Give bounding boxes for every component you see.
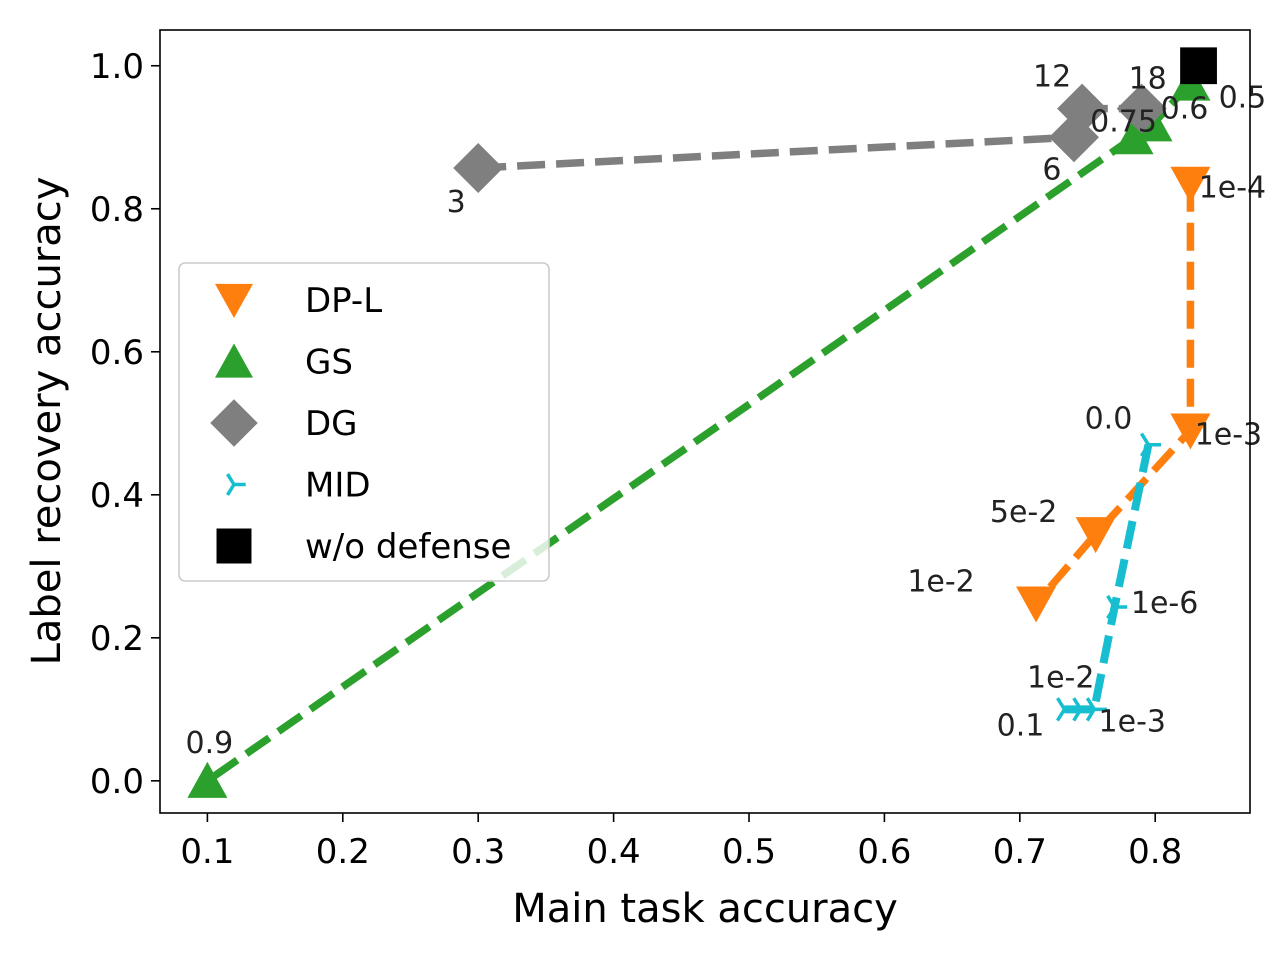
marker-w-o-defense <box>1180 47 1217 85</box>
point-label-gs: 0.5 <box>1219 81 1267 116</box>
x-tick-label: 0.5 <box>722 832 776 872</box>
x-tick-label: 0.4 <box>587 832 641 872</box>
y-tick-label: 0.0 <box>90 762 144 802</box>
marker-dg <box>453 143 504 194</box>
point-label-dg: 3 <box>447 185 466 220</box>
marker-mid <box>1085 697 1107 722</box>
marker-gs <box>187 761 228 798</box>
point-label-dp-l: 1e-4 <box>1199 171 1266 206</box>
x-tick-label: 0.6 <box>857 832 911 872</box>
point-label-dp-l: 1e-3 <box>1195 417 1262 452</box>
y-tick-label: 1.0 <box>90 47 144 87</box>
legend-label-dp-l: DP-L <box>305 281 382 321</box>
point-labels: 1e-4 1e-3 5e-2 1e-2 0.5 0.60.75 0.9 3 6 12 18 0.0 1e… <box>186 60 1267 761</box>
point-label-mid: 0.1 <box>997 708 1045 743</box>
x-tick-label: 0.3 <box>451 832 505 872</box>
y-axis-title: Label recovery accuracy <box>24 177 70 666</box>
legend-marker-gs <box>215 343 253 378</box>
series-line-dp-l <box>1033 183 1195 606</box>
legend-label-gs: GS <box>305 343 353 383</box>
marker-dp-l <box>1170 413 1211 450</box>
point-label-gs: 0.9 <box>186 726 234 761</box>
legend-marker-mid <box>226 473 246 496</box>
marker-mid <box>1072 697 1094 722</box>
point-label-mid: 1e-2 <box>1027 660 1094 695</box>
marker-mid <box>1106 594 1128 620</box>
marker-dp-l <box>1075 517 1116 554</box>
legend-label-dg: DG <box>305 404 358 444</box>
y-tick-label: 0.6 <box>90 333 144 373</box>
legend-box <box>178 262 550 582</box>
x-tick-label: 0.2 <box>316 832 370 872</box>
point-label-dg: 6 <box>1042 152 1061 187</box>
series-line-gs <box>205 81 1194 784</box>
marker-mid <box>1056 697 1078 722</box>
marker-dp-l <box>1170 166 1211 203</box>
point-label-gs: 0.6 <box>1161 91 1209 126</box>
y-tick-label: 0.2 <box>90 619 144 659</box>
x-tick-label: 0.1 <box>180 832 234 872</box>
x-tick-label: 0.7 <box>993 832 1047 872</box>
x-tick-label: 0.8 <box>1128 832 1182 872</box>
point-label-mid: 0.0 <box>1085 402 1133 437</box>
point-label-dg: 12 <box>1033 60 1071 95</box>
x-axis-title: Main task accuracy <box>512 886 898 932</box>
legend-label-mid: MID <box>305 466 371 506</box>
marker-mid <box>1139 432 1162 457</box>
legend-label-w-o-defense: w/o defense <box>305 527 511 567</box>
point-label-mid: 1e-6 <box>1131 586 1198 621</box>
point-label-dp-l: 5e-2 <box>990 495 1057 530</box>
legend-marker-dp-l <box>215 283 253 319</box>
marker-dg <box>1057 83 1108 134</box>
y-tick-label: 0.4 <box>90 476 144 516</box>
point-label-mid: 1e-3 <box>1099 704 1166 739</box>
y-tick-label: 0.8 <box>90 190 144 230</box>
y-axis-ticks: 0.0 0.2 0.4 0.6 0.8 1.0 <box>90 47 160 802</box>
plot-frame <box>159 29 1251 814</box>
legend-marker-w-o-defense <box>216 528 252 564</box>
point-label-dp-l: 1e-2 <box>907 564 974 599</box>
x-axis-ticks: 0.1 0.2 0.3 0.4 0.5 0.6 0.7 0.8 <box>180 813 1182 872</box>
legend: DP-L GS DG MID w/o defense <box>178 262 550 582</box>
point-label-dg: 18 <box>1129 62 1167 97</box>
point-label-gs: 0.75 <box>1090 104 1157 139</box>
marker-gs <box>1113 118 1154 155</box>
marker-dp-l <box>1016 586 1057 623</box>
marker-dg <box>1116 83 1167 134</box>
legend-marker-dg <box>210 399 258 447</box>
series-markers <box>187 47 1217 798</box>
